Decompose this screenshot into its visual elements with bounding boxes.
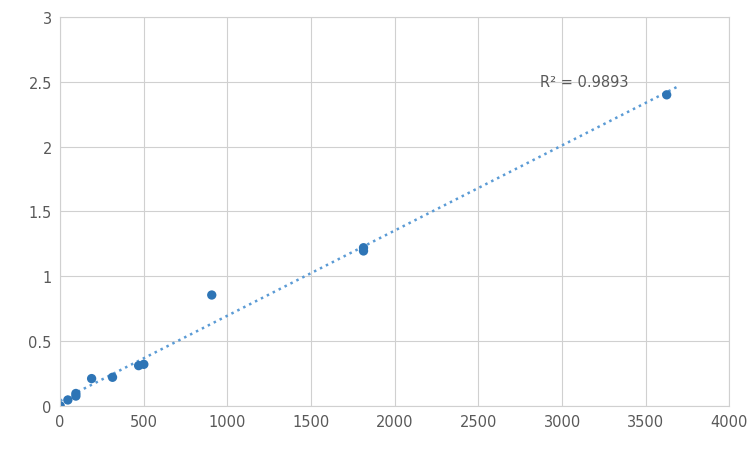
Point	[70, 390, 82, 397]
Point	[661, 92, 673, 99]
Point	[132, 362, 144, 369]
Point	[70, 392, 82, 400]
Point	[107, 374, 119, 381]
Point	[86, 375, 98, 382]
Text: R² = 0.9893: R² = 0.9893	[541, 75, 629, 90]
Point	[357, 248, 369, 255]
Point	[357, 244, 369, 252]
Point	[62, 396, 74, 404]
Point	[138, 361, 150, 368]
Point	[54, 402, 66, 410]
Point	[206, 292, 218, 299]
